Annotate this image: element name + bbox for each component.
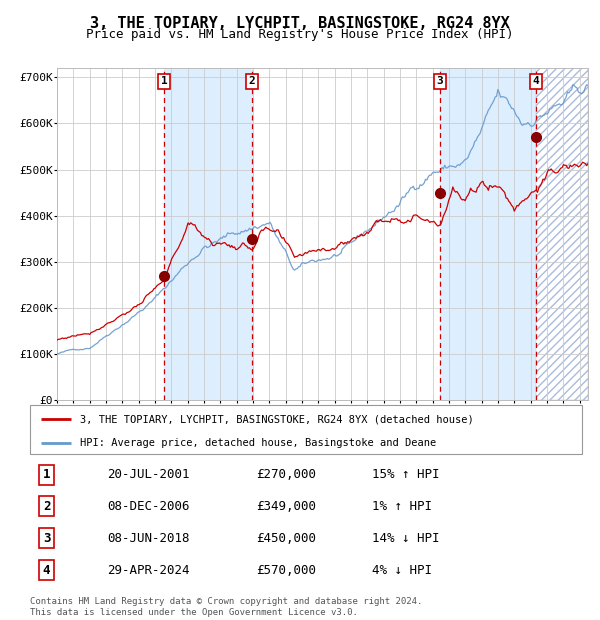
Text: HPI: Average price, detached house, Basingstoke and Deane: HPI: Average price, detached house, Basi…: [80, 438, 436, 448]
Text: 20-JUL-2001: 20-JUL-2001: [107, 468, 190, 481]
Text: 08-DEC-2006: 08-DEC-2006: [107, 500, 190, 513]
Text: 2: 2: [248, 76, 255, 86]
Bar: [536, 68, 588, 400]
Text: 1: 1: [161, 76, 167, 86]
Text: 4: 4: [43, 564, 50, 577]
Bar: [164, 68, 252, 400]
Text: 08-JUN-2018: 08-JUN-2018: [107, 532, 190, 545]
Text: Contains HM Land Registry data © Crown copyright and database right 2024.
This d: Contains HM Land Registry data © Crown c…: [30, 598, 422, 617]
Text: 3, THE TOPIARY, LYCHPIT, BASINGSTOKE, RG24 8YX (detached house): 3, THE TOPIARY, LYCHPIT, BASINGSTOKE, RG…: [80, 414, 473, 424]
Text: 4: 4: [533, 76, 539, 86]
Text: 1% ↑ HPI: 1% ↑ HPI: [372, 500, 432, 513]
Text: 14% ↓ HPI: 14% ↓ HPI: [372, 532, 440, 545]
Text: 1: 1: [43, 468, 50, 481]
Text: Price paid vs. HM Land Registry's House Price Index (HPI): Price paid vs. HM Land Registry's House …: [86, 28, 514, 41]
Text: £450,000: £450,000: [256, 532, 316, 545]
Text: 29-APR-2024: 29-APR-2024: [107, 564, 190, 577]
Text: 3: 3: [43, 532, 50, 545]
Text: £270,000: £270,000: [256, 468, 316, 481]
Text: £570,000: £570,000: [256, 564, 316, 577]
Text: 3: 3: [437, 76, 443, 86]
Text: 2: 2: [43, 500, 50, 513]
Text: 3, THE TOPIARY, LYCHPIT, BASINGSTOKE, RG24 8YX: 3, THE TOPIARY, LYCHPIT, BASINGSTOKE, RG…: [90, 16, 510, 30]
Bar: [440, 68, 536, 400]
Text: 15% ↑ HPI: 15% ↑ HPI: [372, 468, 440, 481]
Text: 4% ↓ HPI: 4% ↓ HPI: [372, 564, 432, 577]
Text: £349,000: £349,000: [256, 500, 316, 513]
